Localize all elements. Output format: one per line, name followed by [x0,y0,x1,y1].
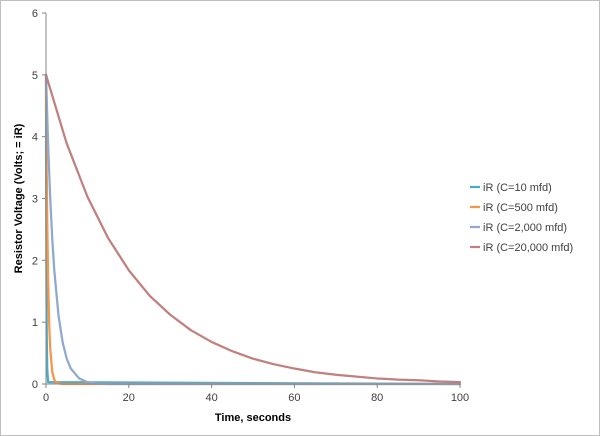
series-line-4 [44,73,462,384]
x-tick-label: 0 [43,392,49,404]
x-axis-title: Time, seconds [215,412,291,424]
series-line-1 [44,73,462,386]
x-tick-label: 80 [371,392,383,404]
y-tick-label: 0 [32,379,38,391]
y-tick-label: 3 [32,194,38,206]
series-line-2 [44,73,462,386]
y-tick-label: 1 [32,317,38,329]
y-tick-label: 4 [32,132,38,144]
legend: iR (C=10 mfd) iR (C=500 mfd) iR (C=2,000 m… [470,182,573,254]
series-line-3 [44,73,462,386]
legend-label-3: iR (C=2,000 mfd) [483,222,567,234]
legend-label-1: iR (C=10 mfd) [483,182,552,194]
x-tick-label: 100 [451,392,469,404]
plot-layer [44,73,462,386]
legend-label-4: iR (C=20,000 mfd) [483,242,573,254]
y-axis-title: Resistor Voltage (Volts; = iR) [13,123,25,273]
x-tick-label: 20 [123,392,135,404]
x-tick-label: 40 [205,392,217,404]
y-tick-label: 6 [32,8,38,20]
axis-layer [45,13,460,385]
legend-label-2: iR (C=500 mfd) [483,202,558,214]
y-tick-label: 2 [32,255,38,267]
x-tick-label: 60 [288,392,300,404]
y-tick-label: 5 [32,70,38,82]
